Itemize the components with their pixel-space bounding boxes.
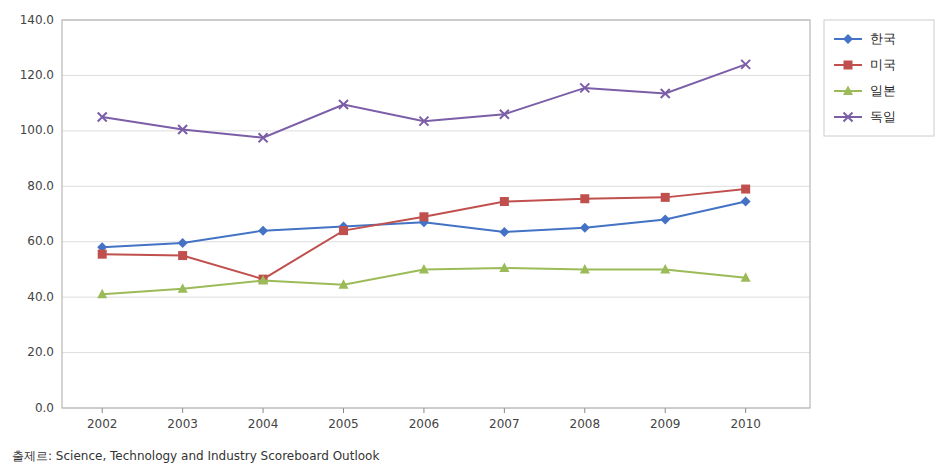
point: [661, 89, 670, 98]
point: [98, 250, 107, 259]
point: [580, 194, 589, 203]
legend-box: [824, 20, 934, 136]
grid-line: [62, 75, 810, 76]
point: [258, 275, 268, 285]
x-tick: [102, 408, 103, 413]
point: [258, 226, 268, 236]
legend-marker: [843, 34, 853, 44]
point: [580, 223, 590, 233]
plot-area: [62, 20, 810, 408]
series: [97, 263, 750, 299]
y-tick-label: 20.0: [27, 345, 54, 359]
legend-marker: [843, 86, 853, 96]
point: [419, 264, 429, 274]
x-tick-label: 2008: [570, 417, 601, 431]
x-tick-label: 2009: [650, 417, 681, 431]
x-tick-label: 2006: [409, 417, 440, 431]
annotation: 출제르: Science, Technology and Industry Sc…: [12, 449, 379, 463]
x-tick: [745, 408, 746, 413]
point: [98, 113, 107, 122]
point: [499, 263, 509, 273]
y-tick-label: 80.0: [27, 179, 54, 193]
point: [259, 275, 268, 284]
y-tick-label: 60.0: [27, 234, 54, 248]
point: [661, 193, 670, 202]
point: [741, 185, 750, 194]
point: [741, 60, 750, 69]
x-tick-label: 2007: [489, 417, 520, 431]
legend-marker: [844, 61, 853, 70]
x-axis: 2002 2003 2004 2005 2006 2007 2008 2009 2010: [87, 408, 761, 431]
grid-line: [62, 130, 810, 131]
x-tick-label: 2003: [167, 417, 198, 431]
point: [580, 264, 590, 274]
y-tick-label: 100.0: [20, 123, 54, 137]
point: [499, 227, 509, 237]
y-tick-label: 40.0: [27, 290, 54, 304]
grid-line: [62, 241, 810, 242]
x-tick: [343, 408, 344, 413]
y-tick-label: 140.0: [20, 13, 54, 27]
x-tick: [423, 408, 424, 413]
x-tick: [584, 408, 585, 413]
grid-line: [62, 352, 810, 353]
legend-label: 일본: [870, 83, 896, 98]
point: [97, 289, 107, 299]
x-tick: [182, 408, 183, 413]
legend-label: 미국: [870, 57, 896, 72]
y-grid: [62, 20, 810, 408]
point: [660, 215, 670, 225]
y-tick-label: 0.0: [35, 401, 54, 415]
grid-line: [62, 297, 810, 298]
point: [419, 117, 428, 126]
x-tick-label: 2010: [730, 417, 761, 431]
point: [500, 110, 509, 119]
point: [580, 83, 589, 92]
x-tick-label: 2005: [328, 417, 359, 431]
series-line: [102, 202, 745, 248]
x-tick-label: 2004: [248, 417, 279, 431]
x-tick: [504, 408, 505, 413]
point: [178, 283, 188, 293]
series: [98, 60, 750, 142]
legend-label: 독일: [870, 109, 896, 124]
legend-marker: [844, 113, 853, 122]
point: [741, 272, 751, 282]
point: [178, 238, 188, 248]
point: [339, 100, 348, 109]
legend: 한국미국일본독일: [824, 20, 934, 136]
x-tick-label: 2002: [87, 417, 118, 431]
point: [259, 133, 268, 142]
grid-line: [62, 186, 810, 187]
legend-label: 한국: [870, 31, 896, 46]
point: [741, 197, 751, 207]
point: [178, 125, 187, 134]
point: [339, 226, 348, 235]
series-line: [102, 64, 745, 137]
y-tick-label: 120.0: [20, 68, 54, 82]
series-line: [102, 189, 745, 279]
point: [660, 264, 670, 274]
data-layer: [97, 60, 750, 299]
point: [419, 212, 428, 221]
x-tick: [263, 408, 264, 413]
chart: 0.020.040.060.080.0100.0120.0140.0200220…: [0, 0, 944, 472]
point: [500, 197, 509, 206]
point: [339, 279, 349, 289]
series: [97, 197, 750, 253]
plot-frame: [62, 20, 810, 408]
x-tick: [665, 408, 666, 413]
point: [178, 251, 187, 260]
